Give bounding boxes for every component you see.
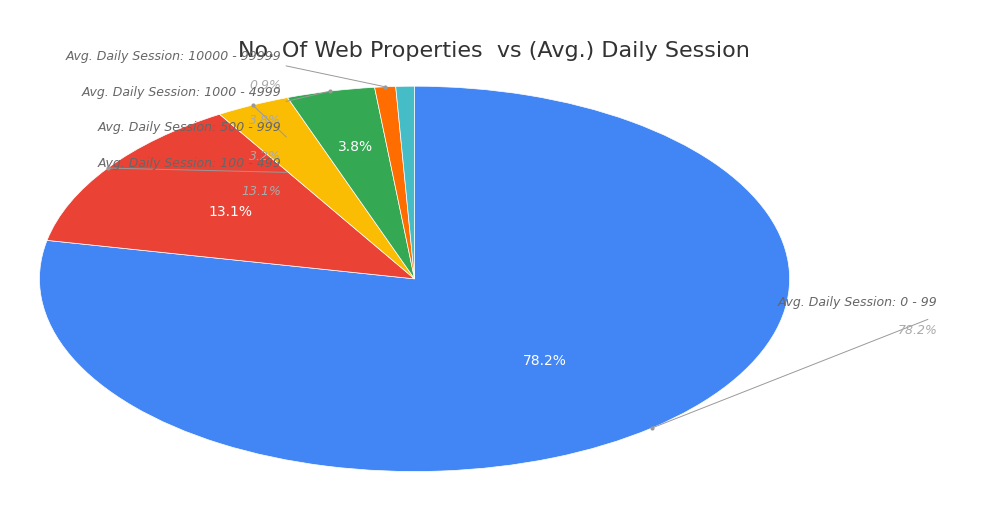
Text: 3.2%: 3.2%	[249, 150, 281, 163]
Wedge shape	[287, 87, 414, 279]
Wedge shape	[219, 97, 414, 279]
Text: Avg. Daily Session: 0 - 99: Avg. Daily Session: 0 - 99	[777, 296, 937, 309]
Wedge shape	[395, 86, 414, 279]
Text: Avg. Daily Session: 10000 - 99999: Avg. Daily Session: 10000 - 99999	[65, 50, 281, 63]
Text: 3.8%: 3.8%	[338, 140, 373, 155]
Text: 78.2%: 78.2%	[897, 324, 937, 338]
Wedge shape	[39, 86, 789, 472]
Text: Avg. Daily Session: 1000 - 4999: Avg. Daily Session: 1000 - 4999	[82, 86, 281, 99]
Text: 3.8%: 3.8%	[249, 114, 281, 127]
Text: No. Of Web Properties  vs (Avg.) Daily Session: No. Of Web Properties vs (Avg.) Daily Se…	[238, 41, 748, 60]
Wedge shape	[374, 86, 414, 279]
Text: 13.1%: 13.1%	[208, 205, 252, 220]
Text: 13.1%: 13.1%	[242, 185, 281, 198]
Text: Avg. Daily Session: 100 - 499: Avg. Daily Session: 100 - 499	[98, 157, 281, 170]
Text: 0.9%: 0.9%	[249, 79, 281, 92]
Text: Avg. Daily Session: 500 - 999: Avg. Daily Session: 500 - 999	[98, 121, 281, 134]
Wedge shape	[47, 114, 414, 279]
Text: 78.2%: 78.2%	[523, 354, 566, 368]
